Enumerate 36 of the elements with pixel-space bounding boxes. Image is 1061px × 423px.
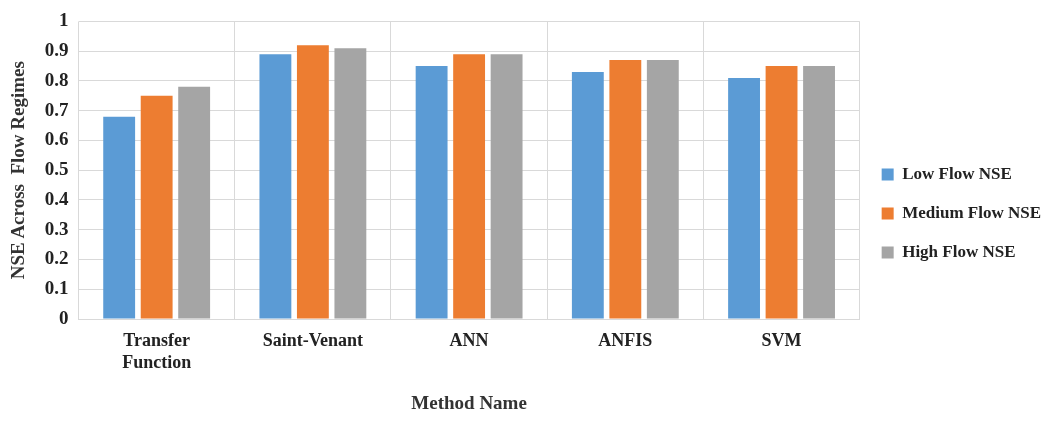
bar: [178, 86, 211, 319]
y-tick-label: 0.3: [44, 217, 69, 239]
y-tick-label: 0.2: [44, 247, 69, 269]
bar: [453, 54, 486, 319]
bar: [609, 60, 642, 319]
y-axis-title: NSE Across Flow Regimes: [7, 61, 29, 280]
y-tick-label: 0.7: [44, 98, 70, 120]
y-tick-label: 0.6: [44, 128, 69, 150]
bar: [103, 116, 136, 319]
bar: [728, 77, 760, 319]
x-tick-label: ANN: [449, 330, 489, 351]
bar: [803, 66, 835, 319]
y-tick-label: 0: [59, 306, 69, 328]
bar: [571, 71, 604, 319]
y-tick-label: 0.9: [44, 39, 69, 61]
y-tick-label: 0.4: [44, 187, 70, 209]
x-tick-label: Saint-Venant: [262, 330, 364, 351]
bar: [490, 54, 523, 319]
legend-label: Medium Flow NSE: [902, 202, 1041, 222]
y-tick-label: 0.1: [44, 277, 69, 299]
y-tick-label: 1: [59, 9, 69, 31]
legend-label: High Flow NSE: [902, 241, 1016, 261]
x-axis-title: Method Name: [411, 391, 527, 413]
x-tick-label: SVM: [761, 330, 802, 351]
legend-label: Low Flow NSE: [902, 163, 1012, 183]
bar: [646, 60, 679, 319]
bar: [140, 95, 173, 319]
y-tick-label: 0.8: [44, 68, 69, 90]
bar: [415, 66, 448, 319]
bar: [765, 66, 798, 319]
bar: [259, 54, 292, 319]
y-tick-label: 0.5: [44, 158, 69, 180]
bar: [334, 48, 367, 319]
x-tick-label: ANFIS: [598, 330, 653, 351]
x-tick-label: Transfer Function: [122, 330, 192, 373]
bar: [296, 45, 329, 319]
